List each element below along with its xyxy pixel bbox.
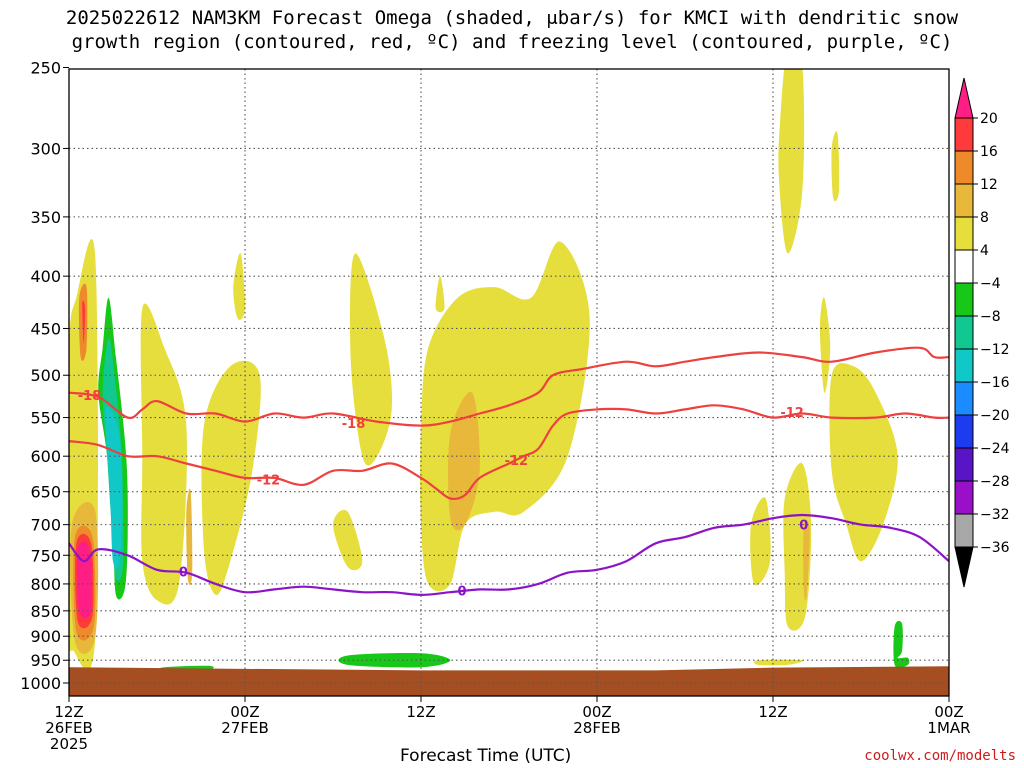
contour-label-1: -12	[257, 473, 281, 488]
y-tick-label-800: 800	[30, 575, 61, 594]
y-tick-label-450: 450	[30, 319, 61, 338]
omega-region-12	[829, 363, 898, 562]
colorbar-swatch-9	[954, 381, 974, 416]
colorbar-label-5: −4	[980, 276, 1001, 292]
colorbar-label-12: −32	[980, 507, 1010, 523]
contour-extra-label-1: -12	[505, 454, 529, 469]
colorbar-swatch-6	[954, 282, 974, 317]
colorbar-swatch-8	[954, 348, 974, 383]
colorbar-swatch-2	[954, 150, 974, 185]
omega-region-18	[803, 519, 810, 601]
title-line-2: growth region (contoured, red, ºC) and f…	[71, 31, 953, 53]
x-tick-label-0-0: 12Z	[54, 703, 83, 721]
colorbar-top-triangle	[954, 77, 974, 119]
colorbar-swatch-3	[954, 183, 974, 218]
colorbar-swatch-4	[954, 216, 974, 251]
terrain-fill	[69, 666, 949, 696]
colorbar-label-8: −16	[980, 375, 1010, 391]
colorbar-label-11: −28	[980, 474, 1010, 490]
colorbar-label-3: 8	[980, 210, 989, 226]
colorbar-swatch-12	[954, 480, 974, 515]
colorbar-label-1: 16	[980, 144, 998, 160]
omega-region-1	[140, 303, 187, 605]
chart-title: 2025022612 NAM3KM Forecast Omega (shaded…	[0, 6, 1024, 54]
omega-region-16	[448, 391, 480, 531]
y-tick-label-400: 400	[30, 267, 61, 286]
contour-label-2: 0	[179, 566, 188, 581]
omega-region-13	[819, 297, 831, 393]
colorbar-label-10: −24	[980, 441, 1010, 457]
colorbar-swatch-10	[954, 414, 974, 449]
x-axis-label: Forecast Time (UTC)	[400, 746, 572, 766]
contour--18-0	[69, 346, 949, 427]
omega-region-8	[778, 69, 805, 254]
contour-label-0: -18	[78, 389, 102, 404]
contour-extra-label-4: 0	[799, 519, 808, 534]
x-tick-label-60-1: 1MAR	[927, 719, 970, 737]
omega-region-2	[201, 360, 261, 596]
contour-extra-label-2: -12	[780, 406, 804, 421]
x-tick-label-24-0: 12Z	[406, 703, 435, 721]
y-tick-label-950: 950	[30, 651, 61, 670]
omega-region-14	[753, 659, 804, 666]
x-tick-label-36-0: 00Z	[582, 703, 611, 721]
x-tick-label-60-0: 00Z	[934, 703, 963, 721]
contour-0-2	[69, 513, 949, 597]
contour--12-1	[69, 404, 949, 501]
contour-extra-label-3: 0	[458, 585, 467, 600]
x-tick-label-48-0: 12Z	[758, 703, 787, 721]
y-tick-label-600: 600	[30, 447, 61, 466]
y-tick-label-350: 350	[30, 208, 61, 227]
colorbar-label-13: −36	[980, 540, 1010, 556]
omega-region-29	[893, 620, 910, 669]
title-line-1: 2025022612 NAM3KM Forecast Omega (shaded…	[65, 7, 959, 29]
y-tick-label-700: 700	[30, 516, 61, 535]
omega-region-17	[186, 488, 193, 585]
colorbar-label-2: 12	[980, 177, 998, 193]
colorbar-swatch-5	[954, 249, 974, 284]
colorbar-label-9: −20	[980, 408, 1010, 424]
colorbar-label-6: −8	[980, 309, 1001, 325]
x-tick-label-36-1: 28FEB	[573, 719, 620, 737]
x-tick-label-12-0: 00Z	[230, 703, 259, 721]
x-tick-label-0-1: 26FEB	[45, 719, 92, 737]
colorbar-swatch-7	[954, 315, 974, 350]
omega-region-23	[76, 541, 92, 619]
colorbar-swatch-1	[954, 117, 974, 152]
plot-frame	[68, 68, 950, 697]
colorbar-swatch-11	[954, 447, 974, 482]
colorbar-label-4: 4	[980, 243, 989, 259]
omega-region-21	[82, 300, 86, 344]
omega-region-9	[831, 131, 840, 202]
y-tick-label-900: 900	[30, 627, 61, 646]
y-tick-label-300: 300	[30, 139, 61, 158]
colorbar-label-0: 20	[980, 111, 998, 127]
y-tick-label-500: 500	[30, 366, 61, 385]
y-tick-label-1000: 1000	[20, 674, 61, 693]
contour-extra-label-0: -18	[342, 417, 366, 432]
colorbar-label-7: −12	[980, 342, 1010, 358]
credit-link[interactable]: coolwx.com/modelts	[864, 748, 1016, 764]
y-tick-label-850: 850	[30, 602, 61, 621]
omega-region-7	[435, 276, 445, 313]
omega-region-26	[105, 405, 122, 569]
omega-region-4	[349, 253, 392, 466]
x-tick-label-12-1: 27FEB	[221, 719, 268, 737]
x-tick-label-0-2: 2025	[50, 735, 88, 753]
y-tick-label-550: 550	[30, 409, 61, 428]
y-tick-label-650: 650	[30, 483, 61, 502]
colorbar-swatch-13	[954, 513, 974, 548]
omega-region-3	[233, 253, 246, 320]
y-tick-label-750: 750	[30, 546, 61, 565]
colorbar-bottom-triangle	[954, 546, 974, 588]
y-tick-label-250: 250	[30, 58, 61, 77]
